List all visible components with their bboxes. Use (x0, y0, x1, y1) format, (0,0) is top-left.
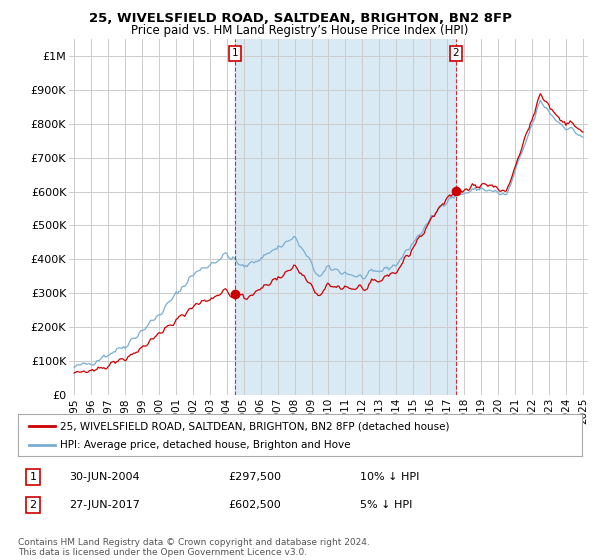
Bar (235, 39, 456, 395)
Text: 27-JUN-2017: 27-JUN-2017 (69, 500, 140, 510)
Text: 2: 2 (29, 500, 37, 510)
Text: 25, WIVELSFIELD ROAD, SALTDEAN, BRIGHTON, BN2 8FP: 25, WIVELSFIELD ROAD, SALTDEAN, BRIGHTON… (89, 12, 511, 25)
Text: £602,500: £602,500 (228, 500, 281, 510)
Text: 30-JUN-2004: 30-JUN-2004 (69, 472, 140, 482)
Text: £297,500: £297,500 (228, 472, 281, 482)
Text: Contains HM Land Registry data © Crown copyright and database right 2024.
This d: Contains HM Land Registry data © Crown c… (18, 538, 370, 557)
Text: 1: 1 (29, 472, 37, 482)
Text: HPI: Average price, detached house, Brighton and Hove: HPI: Average price, detached house, Brig… (60, 440, 351, 450)
Text: 25, WIVELSFIELD ROAD, SALTDEAN, BRIGHTON, BN2 8FP (detached house): 25, WIVELSFIELD ROAD, SALTDEAN, BRIGHTON… (60, 421, 450, 431)
Text: 10% ↓ HPI: 10% ↓ HPI (360, 472, 419, 482)
Text: 1: 1 (232, 48, 239, 58)
Text: Price paid vs. HM Land Registry’s House Price Index (HPI): Price paid vs. HM Land Registry’s House … (131, 24, 469, 36)
Text: 5% ↓ HPI: 5% ↓ HPI (360, 500, 412, 510)
Text: 2: 2 (452, 48, 459, 58)
